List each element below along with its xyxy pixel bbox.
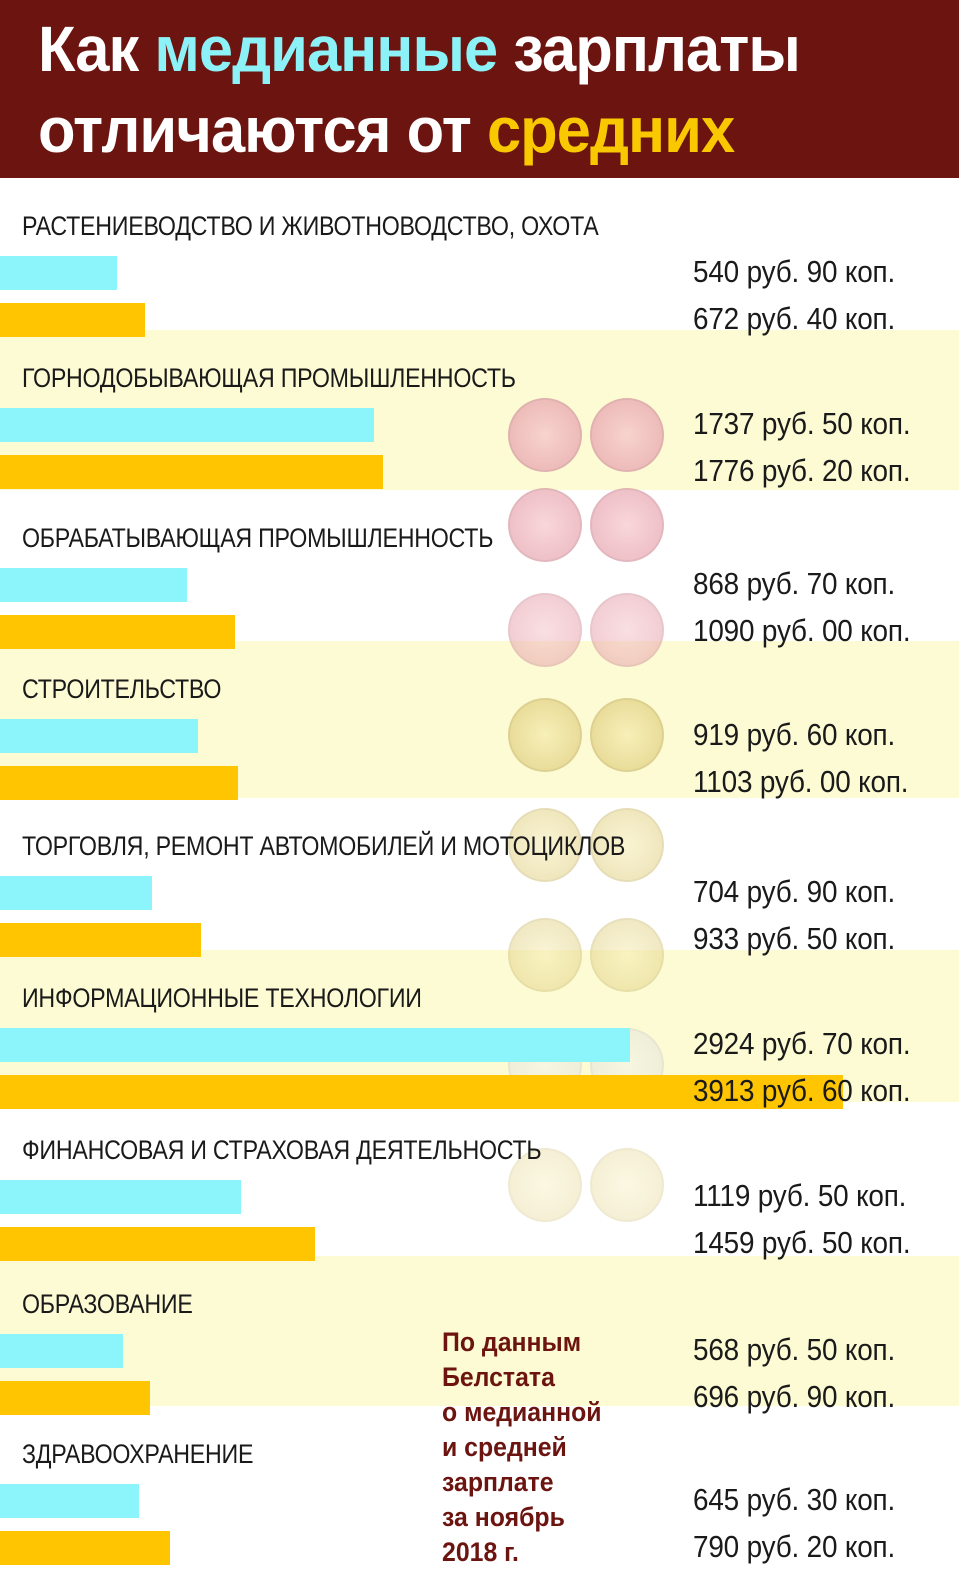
mean-value-label: 1459 руб. 50 коп. [693, 1225, 911, 1260]
mean-value-label: 1103 руб. 00 коп. [693, 764, 909, 799]
coin-icon [508, 918, 582, 992]
mean-value-label: 790 руб. 20 коп. [693, 1529, 896, 1564]
source-note-line: зарплате [442, 1467, 554, 1497]
mean-bar [0, 1381, 150, 1415]
category-label: ГОРНОДОБЫВАЮЩАЯ ПРОМЫШЛЕННОСТЬ [22, 363, 516, 393]
median-bar [0, 719, 198, 753]
median-value-label: 1119 руб. 50 коп. [693, 1178, 907, 1213]
median-bar [0, 408, 374, 442]
title-text-2a: отличаются от [38, 94, 487, 166]
median-bar [0, 1334, 123, 1368]
mean-bar [0, 1075, 843, 1109]
median-bar [0, 1180, 241, 1214]
median-value-label: 568 руб. 50 коп. [693, 1332, 896, 1367]
mean-value-label: 696 руб. 90 коп. [693, 1379, 896, 1414]
median-bar [0, 1484, 139, 1518]
title-line-2: отличаются от средних [38, 93, 735, 167]
source-note-line: Белстата [442, 1362, 555, 1392]
mean-value-label: 3913 руб. 60 коп. [693, 1073, 911, 1108]
category-label: СТРОИТЕЛЬСТВО [22, 674, 222, 704]
median-value-label: 540 руб. 90 коп. [693, 254, 896, 289]
mean-bar [0, 615, 235, 649]
row-band [0, 1256, 959, 1406]
coin-icon [590, 698, 664, 772]
mean-bar [0, 1531, 170, 1565]
category-label: ОБРАЗОВАНИЕ [22, 1289, 193, 1319]
coin-icon [508, 808, 582, 882]
coins-illustration [490, 378, 680, 1258]
category-label: ОБРАБАТЫВАЮЩАЯ ПРОМЫШЛЕННОСТЬ [22, 523, 494, 553]
coin-icon [508, 593, 582, 667]
category-label: ТОРГОВЛЯ, РЕМОНТ АВТОМОБИЛЕЙ И МОТОЦИКЛО… [22, 831, 626, 861]
title-line-1: Как медианные зарплаты [38, 12, 801, 86]
coin-icon [590, 918, 664, 992]
median-value-label: 2924 руб. 70 коп. [693, 1026, 911, 1061]
mean-value-label: 933 руб. 50 коп. [693, 921, 896, 956]
coin-icon [590, 1148, 664, 1222]
median-bar [0, 568, 187, 602]
coin-icon [590, 488, 664, 562]
median-value-label: 1737 руб. 50 коп. [693, 406, 911, 441]
median-bar [0, 256, 117, 290]
coin-icon [508, 698, 582, 772]
mean-bar [0, 1227, 315, 1261]
source-note-line: и средней [442, 1432, 567, 1462]
source-note-line: за ноябрь [442, 1502, 565, 1532]
coin-icon [590, 808, 664, 882]
category-label: ФИНАНСОВАЯ И СТРАХОВАЯ ДЕЯТЕЛЬНОСТЬ [22, 1135, 542, 1165]
coin-icon [590, 593, 664, 667]
title-highlight-average: средних [486, 94, 735, 166]
source-note-line: По данным [442, 1327, 582, 1357]
coin-icon [590, 398, 664, 472]
median-bar [0, 1028, 630, 1062]
mean-value-label: 1090 руб. 00 коп. [693, 613, 911, 648]
title-highlight-median: медианные [154, 13, 498, 85]
mean-value-label: 672 руб. 40 коп. [693, 301, 896, 336]
header-banner: Как медианные зарплаты отличаются от сре… [0, 0, 959, 178]
category-label: РАСТЕНИЕВОДСТВО И ЖИВОТНОВОДСТВО, ОХОТА [22, 211, 599, 241]
median-value-label: 704 руб. 90 коп. [693, 874, 896, 909]
median-value-label: 919 руб. 60 коп. [693, 717, 896, 752]
category-label: ИНФОРМАЦИОННЫЕ ТЕХНОЛОГИИ [22, 983, 422, 1013]
source-note-line: 2018 г. [442, 1537, 519, 1567]
category-label: ЗДРАВООХРАНЕНИЕ [22, 1439, 254, 1469]
mean-bar [0, 303, 145, 337]
median-value-label: 645 руб. 30 коп. [693, 1482, 896, 1517]
salary-bar-chart: РАСТЕНИЕВОДСТВО И ЖИВОТНОВОДСТВО, ОХОТА 5… [0, 178, 959, 1578]
mean-value-label: 1776 руб. 20 коп. [693, 453, 911, 488]
median-bar [0, 876, 152, 910]
source-note-line: о медианной [442, 1397, 602, 1427]
coin-icon [508, 398, 582, 472]
mean-bar [0, 455, 383, 489]
mean-bar [0, 923, 201, 957]
source-note: По данным Белстата о медианной и средней… [442, 1325, 635, 1570]
median-value-label: 868 руб. 70 коп. [693, 566, 896, 601]
title-text-1b: зарплаты [497, 13, 801, 85]
coin-icon [508, 488, 582, 562]
title-text-1a: Как [38, 13, 155, 85]
coin-icon [508, 1148, 582, 1222]
mean-bar [0, 766, 238, 800]
